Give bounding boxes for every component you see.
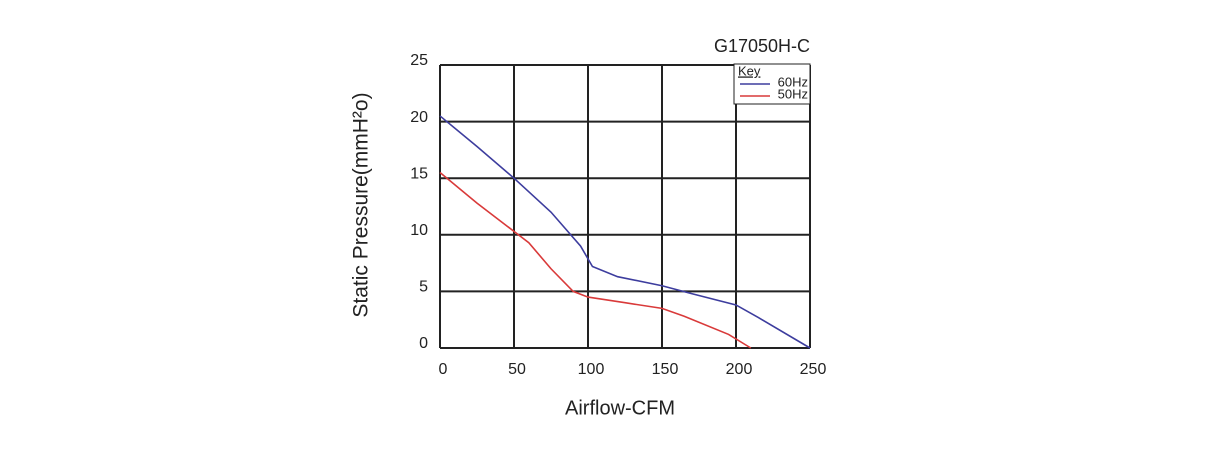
y-tick-label: 0: [419, 335, 428, 352]
y-axis-label: Static Pressure(mmH²o): [350, 92, 373, 317]
x-tick-label: 250: [800, 361, 827, 378]
legend-title: Key: [738, 63, 761, 78]
x-axis-label: Airflow-CFM: [565, 397, 675, 419]
y-tick-label: 25: [410, 52, 428, 69]
y-tick-label: 5: [419, 279, 428, 296]
x-tick-label: 200: [726, 361, 753, 378]
legend-label: 60Hz: [778, 74, 808, 89]
x-tick-label: 100: [578, 361, 605, 378]
y-tick-label: 20: [410, 109, 428, 126]
grid: [439, 64, 811, 349]
x-tick-label: 150: [652, 361, 679, 378]
x-tick-label: 50: [508, 361, 526, 378]
x-tick-label: 0: [439, 361, 448, 378]
series-line: [439, 171, 752, 349]
chart-title: G17050H-C: [714, 36, 810, 56]
legend-label: 50Hz: [778, 86, 808, 101]
y-tick-label: 15: [410, 165, 428, 182]
series-line: [439, 115, 811, 349]
y-tick-label: 10: [410, 222, 428, 239]
lines: [439, 115, 811, 349]
